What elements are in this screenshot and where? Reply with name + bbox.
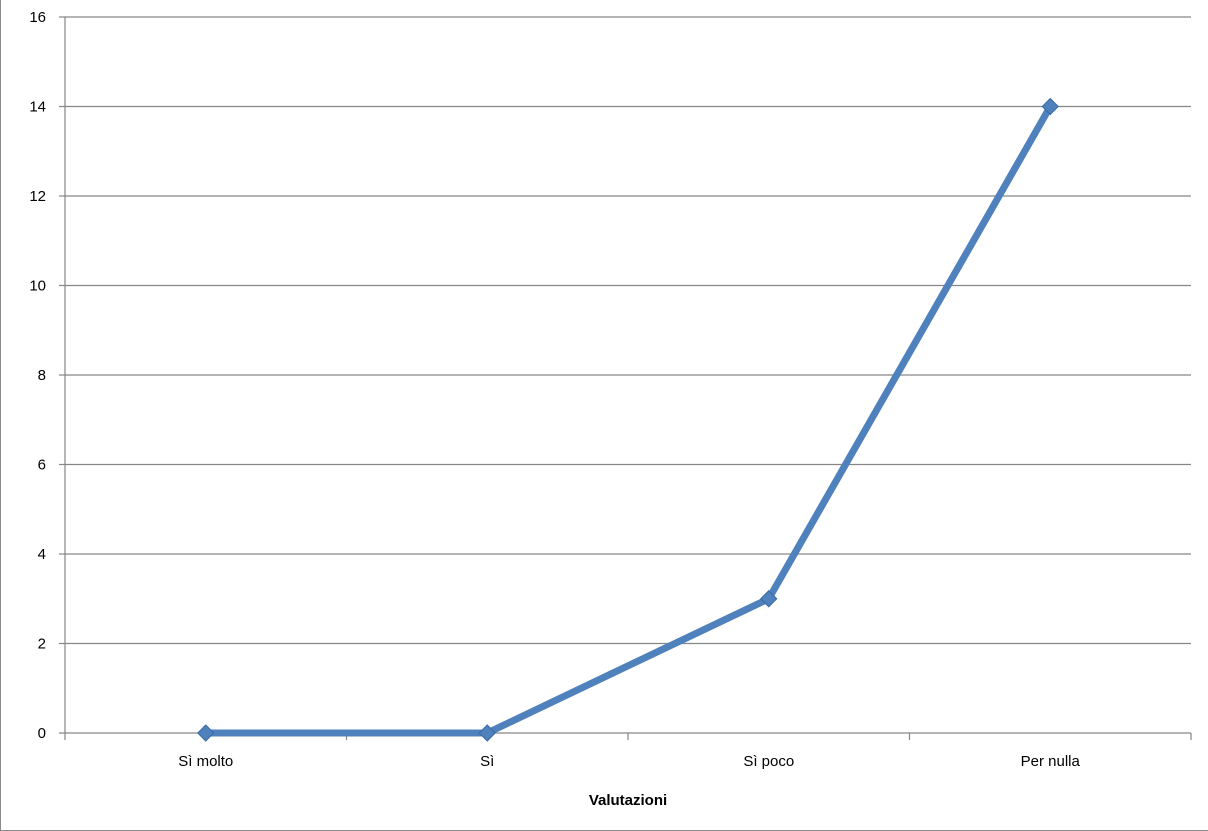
y-tick-label: 4: [38, 546, 46, 563]
gridlines: [65, 16, 1191, 645]
y-tick-label: 16: [29, 9, 46, 26]
y-tick-label: 12: [29, 188, 46, 205]
x-tick-labels: Sì molto Sì Sì poco Per nulla: [178, 753, 1080, 770]
axes: [59, 16, 1192, 740]
y-tick-label: 14: [29, 99, 46, 116]
x-tick-label: Sì molto: [178, 753, 233, 770]
x-axis-title: Valutazioni: [589, 792, 667, 809]
data-point: [197, 724, 215, 742]
data-point: [760, 590, 778, 608]
series-group: [197, 97, 1059, 742]
x-tick-label: Per nulla: [1021, 753, 1081, 770]
y-tick-label: 6: [38, 457, 46, 474]
y-tick-label: 0: [38, 725, 46, 742]
x-tick-label: Sì: [480, 753, 494, 770]
x-tick-label: Sì poco: [743, 753, 794, 770]
series-line: [202, 103, 1054, 737]
y-tick-label: 10: [29, 278, 46, 295]
y-tick-labels: 0 2 4 6 8 10 12 14 16: [29, 9, 46, 742]
y-tick-label: 8: [38, 367, 46, 384]
y-tick-label: 2: [38, 636, 46, 653]
data-point: [1041, 97, 1059, 116]
data-point: [478, 724, 496, 742]
